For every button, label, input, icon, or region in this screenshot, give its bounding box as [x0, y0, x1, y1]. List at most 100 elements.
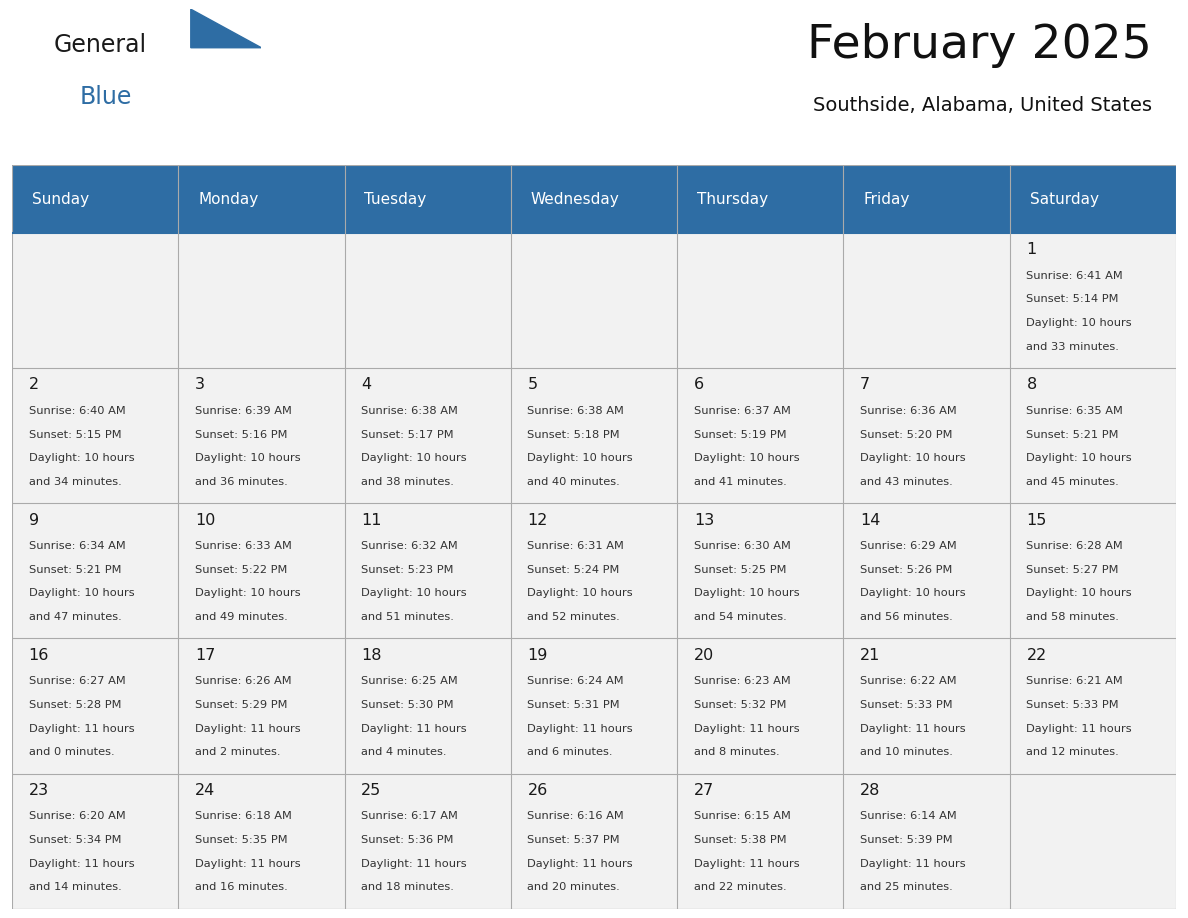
Bar: [12, 165, 1176, 233]
Bar: [12, 503, 1176, 638]
Text: Sunset: 5:26 PM: Sunset: 5:26 PM: [860, 565, 953, 575]
Text: Sunset: 5:30 PM: Sunset: 5:30 PM: [361, 700, 454, 710]
Text: 16: 16: [29, 648, 49, 663]
Text: Sunrise: 6:36 AM: Sunrise: 6:36 AM: [860, 406, 956, 416]
Text: Sunrise: 6:33 AM: Sunrise: 6:33 AM: [195, 541, 292, 551]
Text: and 36 minutes.: and 36 minutes.: [195, 476, 287, 487]
Text: Sunrise: 6:20 AM: Sunrise: 6:20 AM: [29, 812, 125, 822]
Text: and 10 minutes.: and 10 minutes.: [860, 747, 953, 757]
Text: Sunset: 5:33 PM: Sunset: 5:33 PM: [860, 700, 953, 710]
Text: and 49 minutes.: and 49 minutes.: [195, 612, 287, 622]
Text: Daylight: 10 hours: Daylight: 10 hours: [29, 588, 134, 599]
Text: Blue: Blue: [80, 84, 132, 109]
Text: Sunrise: 6:25 AM: Sunrise: 6:25 AM: [361, 677, 457, 687]
Text: 20: 20: [694, 648, 714, 663]
Text: and 25 minutes.: and 25 minutes.: [860, 882, 953, 892]
Text: Sunset: 5:18 PM: Sunset: 5:18 PM: [527, 430, 620, 440]
Text: Sunset: 5:24 PM: Sunset: 5:24 PM: [527, 565, 620, 575]
Text: Daylight: 10 hours: Daylight: 10 hours: [29, 453, 134, 464]
Text: Sunrise: 6:24 AM: Sunrise: 6:24 AM: [527, 677, 624, 687]
Text: Sunset: 5:17 PM: Sunset: 5:17 PM: [361, 430, 454, 440]
Text: 17: 17: [195, 648, 215, 663]
Text: and 18 minutes.: and 18 minutes.: [361, 882, 454, 892]
Text: Daylight: 10 hours: Daylight: 10 hours: [195, 588, 301, 599]
Text: 15: 15: [1026, 512, 1047, 528]
Text: Sunrise: 6:21 AM: Sunrise: 6:21 AM: [1026, 677, 1123, 687]
Text: 5: 5: [527, 377, 538, 393]
Text: Daylight: 10 hours: Daylight: 10 hours: [694, 453, 800, 464]
Text: Sunrise: 6:26 AM: Sunrise: 6:26 AM: [195, 677, 291, 687]
Text: and 0 minutes.: and 0 minutes.: [29, 747, 114, 757]
Text: Tuesday: Tuesday: [365, 192, 426, 207]
Text: Southside, Alabama, United States: Southside, Alabama, United States: [814, 96, 1152, 116]
Text: Thursday: Thursday: [697, 192, 769, 207]
Text: Daylight: 10 hours: Daylight: 10 hours: [1026, 453, 1132, 464]
Text: Sunrise: 6:32 AM: Sunrise: 6:32 AM: [361, 541, 457, 551]
Text: Daylight: 11 hours: Daylight: 11 hours: [527, 859, 633, 868]
Text: Sunset: 5:28 PM: Sunset: 5:28 PM: [29, 700, 121, 710]
Text: 24: 24: [195, 783, 215, 798]
Text: 2: 2: [29, 377, 39, 393]
Text: Daylight: 10 hours: Daylight: 10 hours: [361, 453, 467, 464]
Text: Sunrise: 6:39 AM: Sunrise: 6:39 AM: [195, 406, 292, 416]
Text: and 12 minutes.: and 12 minutes.: [1026, 747, 1119, 757]
Text: Sunrise: 6:38 AM: Sunrise: 6:38 AM: [527, 406, 625, 416]
Text: 11: 11: [361, 512, 381, 528]
Text: Sunrise: 6:28 AM: Sunrise: 6:28 AM: [1026, 541, 1123, 551]
Text: Daylight: 11 hours: Daylight: 11 hours: [527, 723, 633, 733]
Text: and 20 minutes.: and 20 minutes.: [527, 882, 620, 892]
Text: Sunrise: 6:16 AM: Sunrise: 6:16 AM: [527, 812, 624, 822]
Text: and 43 minutes.: and 43 minutes.: [860, 476, 953, 487]
Text: Daylight: 11 hours: Daylight: 11 hours: [1026, 723, 1132, 733]
Text: 13: 13: [694, 512, 714, 528]
Text: Sunrise: 6:30 AM: Sunrise: 6:30 AM: [694, 541, 791, 551]
Text: and 40 minutes.: and 40 minutes.: [527, 476, 620, 487]
Text: Sunset: 5:21 PM: Sunset: 5:21 PM: [1026, 430, 1119, 440]
Text: and 38 minutes.: and 38 minutes.: [361, 476, 454, 487]
Text: Sunrise: 6:23 AM: Sunrise: 6:23 AM: [694, 677, 790, 687]
Text: Daylight: 10 hours: Daylight: 10 hours: [694, 588, 800, 599]
Text: Sunday: Sunday: [32, 192, 89, 207]
Text: 12: 12: [527, 512, 548, 528]
Text: Sunrise: 6:18 AM: Sunrise: 6:18 AM: [195, 812, 292, 822]
Text: Sunset: 5:39 PM: Sunset: 5:39 PM: [860, 835, 953, 845]
Text: Sunset: 5:32 PM: Sunset: 5:32 PM: [694, 700, 786, 710]
Text: Daylight: 11 hours: Daylight: 11 hours: [860, 723, 966, 733]
Text: 3: 3: [195, 377, 204, 393]
Text: and 33 minutes.: and 33 minutes.: [1026, 341, 1119, 352]
Text: Daylight: 11 hours: Daylight: 11 hours: [694, 723, 800, 733]
Text: 9: 9: [29, 512, 39, 528]
Text: 22: 22: [1026, 648, 1047, 663]
Text: 10: 10: [195, 512, 215, 528]
Text: Sunset: 5:15 PM: Sunset: 5:15 PM: [29, 430, 121, 440]
Bar: [12, 774, 1176, 909]
Text: and 16 minutes.: and 16 minutes.: [195, 882, 287, 892]
Text: and 14 minutes.: and 14 minutes.: [29, 882, 121, 892]
Text: Daylight: 10 hours: Daylight: 10 hours: [195, 453, 301, 464]
Text: Sunset: 5:14 PM: Sunset: 5:14 PM: [1026, 295, 1119, 305]
Text: February 2025: February 2025: [808, 23, 1152, 68]
Text: Sunset: 5:31 PM: Sunset: 5:31 PM: [527, 700, 620, 710]
Text: Sunset: 5:38 PM: Sunset: 5:38 PM: [694, 835, 786, 845]
Text: Sunrise: 6:35 AM: Sunrise: 6:35 AM: [1026, 406, 1124, 416]
Text: Sunset: 5:35 PM: Sunset: 5:35 PM: [195, 835, 287, 845]
Text: Sunrise: 6:40 AM: Sunrise: 6:40 AM: [29, 406, 125, 416]
Polygon shape: [191, 9, 261, 48]
Text: 26: 26: [527, 783, 548, 798]
Text: Daylight: 10 hours: Daylight: 10 hours: [1026, 318, 1132, 328]
Text: Daylight: 10 hours: Daylight: 10 hours: [361, 588, 467, 599]
Text: Daylight: 10 hours: Daylight: 10 hours: [860, 453, 966, 464]
Text: Daylight: 10 hours: Daylight: 10 hours: [860, 588, 966, 599]
Text: and 51 minutes.: and 51 minutes.: [361, 612, 454, 622]
Text: Daylight: 11 hours: Daylight: 11 hours: [694, 859, 800, 868]
Text: 27: 27: [694, 783, 714, 798]
Text: Sunset: 5:21 PM: Sunset: 5:21 PM: [29, 565, 121, 575]
Text: Sunset: 5:19 PM: Sunset: 5:19 PM: [694, 430, 786, 440]
Text: Daylight: 11 hours: Daylight: 11 hours: [195, 723, 301, 733]
Text: and 2 minutes.: and 2 minutes.: [195, 747, 280, 757]
Text: Sunrise: 6:38 AM: Sunrise: 6:38 AM: [361, 406, 459, 416]
Text: General: General: [53, 33, 147, 57]
Text: 25: 25: [361, 783, 381, 798]
Text: Sunrise: 6:27 AM: Sunrise: 6:27 AM: [29, 677, 125, 687]
Text: Sunrise: 6:37 AM: Sunrise: 6:37 AM: [694, 406, 791, 416]
